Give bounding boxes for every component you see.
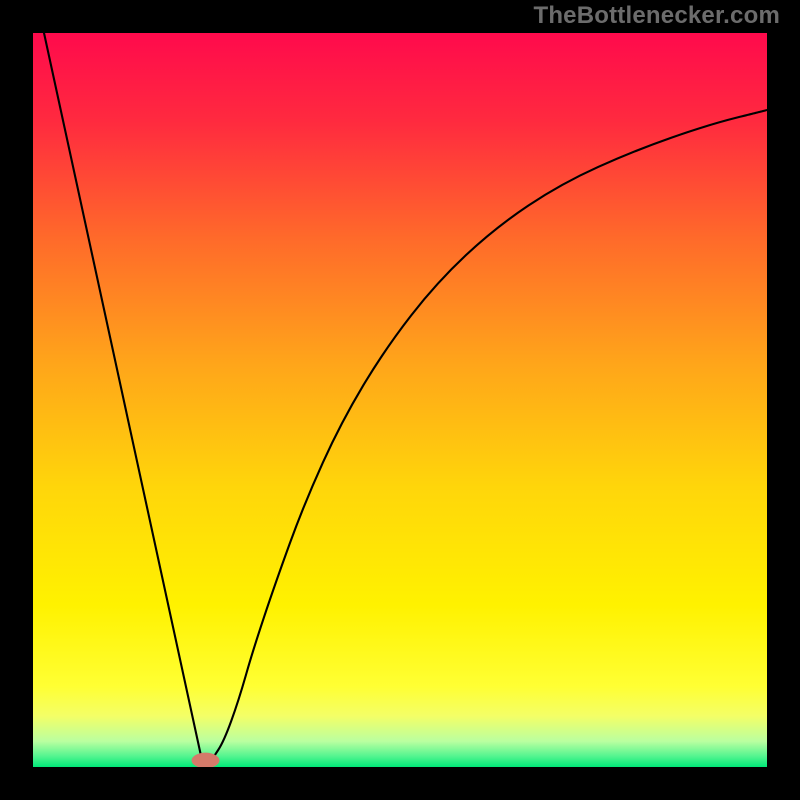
watermark-text: TheBottlenecker.com: [533, 2, 780, 30]
bottleneck-chart: [33, 33, 767, 767]
chart-plot-area: [33, 33, 767, 767]
